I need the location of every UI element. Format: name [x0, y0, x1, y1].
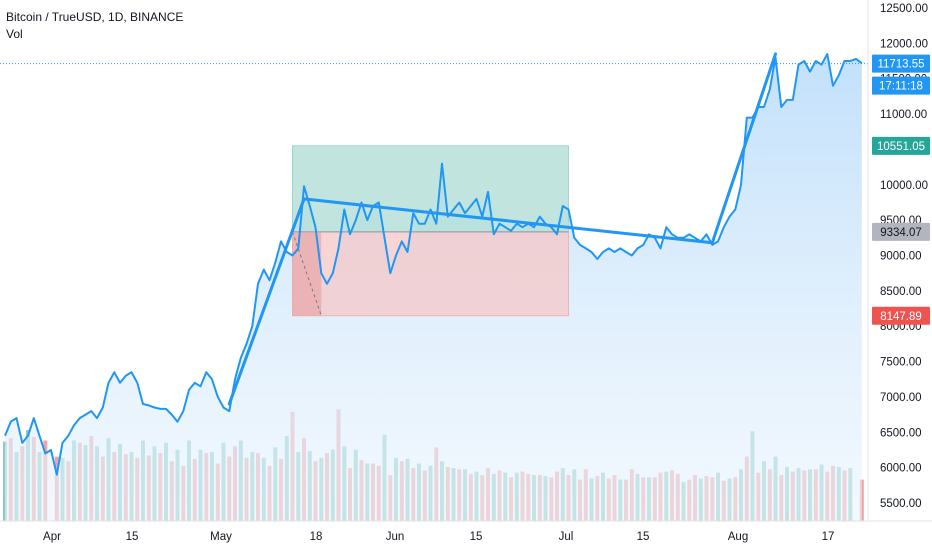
chart-legend: Bitcoin / TrueUSD, 1D, BINANCE Vol: [6, 9, 183, 43]
last-price-tag: 11713.55: [877, 59, 924, 71]
time-tick-label: May: [210, 531, 232, 543]
time-tick-label: 15: [470, 531, 483, 543]
price-series: [0, 53, 868, 476]
time-tick-label: 15: [637, 531, 650, 543]
price-tick-label: 12000.00: [880, 38, 928, 50]
price-tick-label: 7500.00: [880, 357, 922, 369]
projection-line: [292, 231, 322, 316]
last-price-tag-bg: [872, 54, 930, 73]
time-tick-label: 15: [126, 531, 139, 543]
countdown-tag: 17:11:18: [879, 81, 923, 93]
price-tick-label: 7000.00: [880, 392, 922, 404]
target-price-tag: 10551.05: [877, 141, 925, 153]
countdown-tag-bg: [872, 76, 930, 95]
stop-price-tag: 8147.89: [880, 311, 922, 323]
loss-zone[interactable]: [292, 231, 569, 317]
volume-label: Vol: [6, 27, 23, 41]
target-price-tag-bg: [872, 136, 930, 155]
entry-price-tag-bg: [872, 222, 930, 241]
trendline[interactable]: [710, 52, 777, 245]
profit-zone[interactable]: [292, 145, 569, 233]
price-tick-label: 12500.00: [880, 3, 928, 15]
price-tick-label: 10000.00: [880, 180, 928, 192]
price-line: [4, 53, 863, 476]
stop-price-tag-bg: [872, 306, 930, 325]
price-tick-label: 9000.00: [880, 251, 922, 263]
price-tick-label: 5500.00: [880, 498, 922, 510]
position-tool[interactable]: [292, 145, 569, 317]
time-axis[interactable]: Apr 15 May 18 Jun 15 Jul 15 Aug 17: [0, 520, 932, 543]
price-tick-label: 6500.00: [880, 427, 922, 439]
time-tick-label: Apr: [43, 531, 61, 543]
time-tick-label: Jul: [559, 531, 574, 543]
time-tick-label: Jun: [386, 531, 405, 543]
price-tick-label: 11000.00: [880, 109, 927, 121]
symbol-title: Bitcoin / TrueUSD, 1D, BINANCE: [6, 10, 184, 24]
time-tick-label: 17: [822, 531, 835, 543]
time-tick-label: 18: [310, 531, 323, 543]
entry-price-tag: 9334.07: [880, 227, 922, 239]
trendline[interactable]: [227, 197, 306, 406]
price-tick-label: 8500.00: [880, 286, 922, 298]
price-tick-label: 6000.00: [880, 463, 922, 475]
price-tags: 11713.55 17:11:18 10551.05 9334.07 8147.89: [872, 54, 930, 325]
trendlines[interactable]: [227, 52, 777, 406]
time-tick-label: Aug: [728, 531, 748, 543]
trendline[interactable]: [302, 197, 714, 245]
